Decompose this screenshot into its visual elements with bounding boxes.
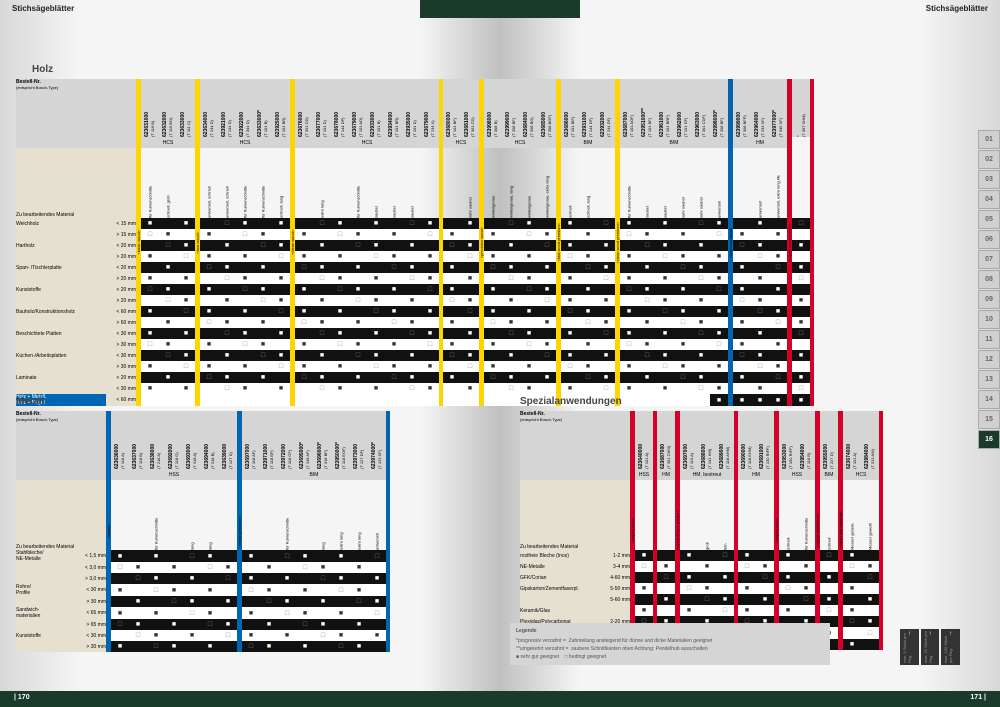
spezial-section: Spezialanwendungen Bestell-Nr.(entsprich… — [520, 394, 960, 650]
header-title-right: Stichsägeblätter — [580, 0, 1000, 18]
tab-11[interactable]: 11 — [978, 330, 1000, 349]
tab-06[interactable]: 06 — [978, 230, 1000, 249]
tab-07[interactable]: 07 — [978, 250, 1000, 269]
metall-table: Bestell-Nr.(entspricht Bosch-Type)«metal… — [16, 411, 390, 652]
tab-15[interactable]: 15 — [978, 410, 1000, 429]
tab-08[interactable]: 08 — [978, 270, 1000, 289]
footer: | 170 171 | — [0, 691, 1000, 707]
pack-5: lose, 5 Stück pro Pkg. — [900, 629, 919, 665]
tab-01[interactable]: 01 — [978, 130, 1000, 149]
tab-16[interactable]: 16 — [978, 430, 1000, 449]
header: Stichsägeblätter Stichsägeblätter — [0, 0, 1000, 18]
tab-02[interactable]: 02 — [978, 150, 1000, 169]
tab-12[interactable]: 12 — [978, 350, 1000, 369]
main-content: Holz Bestell-Nr.(entspricht Bosch-Type)«… — [0, 24, 1000, 687]
legend-title: Legende — [516, 627, 824, 635]
tab-14[interactable]: 14 — [978, 390, 1000, 409]
tab-04[interactable]: 04 — [978, 190, 1000, 209]
legend-box: Legende *progressiv verzahnt = Zahnteilu… — [510, 623, 830, 665]
header-title-left: Stichsägeblätter — [0, 0, 420, 18]
metall-section: Metall Bestell-Nr.(entspricht Bosch-Type… — [16, 394, 486, 652]
tab-10[interactable]: 10 — [978, 310, 1000, 329]
tab-13[interactable]: 13 — [978, 370, 1000, 389]
metall-title: Metall — [16, 396, 486, 407]
header-center-band — [420, 0, 580, 18]
tab-03[interactable]: 03 — [978, 170, 1000, 189]
packaging-icons: lose, 5 Stück pro Pkg. lose, 25 Stück pr… — [900, 629, 960, 665]
holz-table: Bestell-Nr.(entspricht Bosch-Type)«basic… — [16, 79, 814, 406]
pack-25: lose, 25 Stück pro Pkg. — [921, 629, 940, 665]
pack-100: lose, 100 Stück pro Pkg. — [941, 629, 960, 665]
catalog-spread: Stichsägeblätter Stichsägeblätter Holz B… — [0, 0, 1000, 707]
tab-09[interactable]: 09 — [978, 290, 1000, 309]
chapter-tabs: 01020304050607080910111213141516 — [978, 130, 1000, 450]
holz-title: Holz — [32, 64, 970, 75]
holz-section: Holz Bestell-Nr.(entspricht Bosch-Type)«… — [16, 62, 970, 406]
page-left: | 170 — [14, 694, 30, 704]
tab-05[interactable]: 05 — [978, 210, 1000, 229]
spezial-title: Spezialanwendungen — [520, 396, 960, 407]
page-right: 171 | — [970, 694, 986, 704]
spezial-table: Bestell-Nr.(entspricht Bosch-Type)«exper… — [520, 411, 883, 650]
